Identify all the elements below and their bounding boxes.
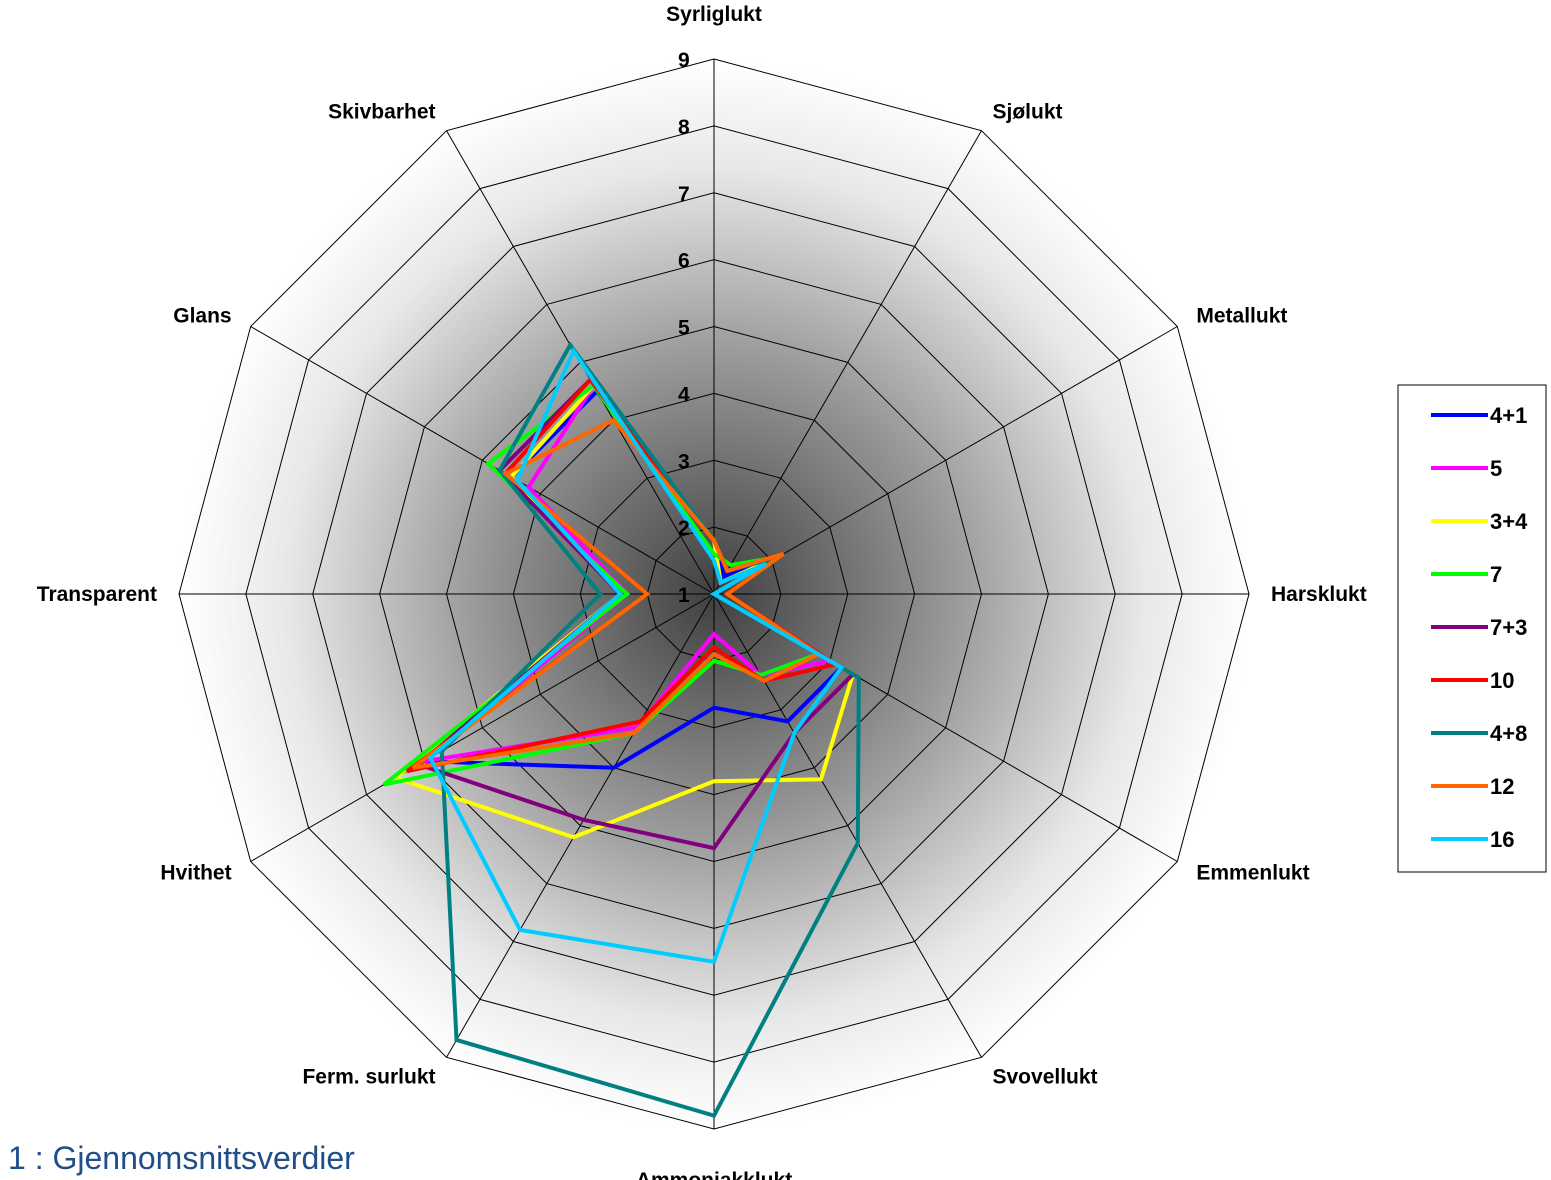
chart-caption: 1 : Gjennomsnittsverdier [8, 1140, 355, 1176]
axis-label-5: Svovellukt [993, 1065, 1098, 1088]
legend-label-3+4: 3+4 [1490, 509, 1528, 534]
tick-label-2: 2 [678, 517, 690, 540]
axis-label-2: Metallukt [1196, 305, 1287, 328]
legend-label-12: 12 [1490, 774, 1514, 799]
legend-label-16: 16 [1490, 827, 1514, 852]
radar-series [382, 341, 861, 1119]
tick-label-9: 9 [678, 49, 690, 72]
axis-label-9: Transparent [37, 583, 157, 606]
legend-label-7+3: 7+3 [1490, 615, 1527, 640]
spoke-1 [713, 130, 982, 595]
axis-label-0: Syrliglukt [666, 3, 762, 26]
axis-label-8: Hvithet [160, 862, 231, 885]
tick-label-8: 8 [678, 116, 690, 139]
tick-label-6: 6 [678, 250, 690, 273]
legend-label-10: 10 [1490, 668, 1514, 693]
legend-label-4+8: 4+8 [1490, 721, 1527, 746]
legend: 4+1 5 3+4 7 7+3 10 4+8 12 16 [1397, 384, 1547, 873]
axis-labels: Syrliglukt Sjølukt Metallukt Harsklukt Emmen… [37, 3, 1367, 1180]
tick-label-3: 3 [678, 450, 690, 473]
legend-label-5: 5 [1490, 456, 1502, 481]
axis-label-4: Emmenlukt [1196, 862, 1309, 885]
spoke-2 [713, 326, 1178, 595]
series-line-12 [411, 417, 823, 770]
legend-label-4+1: 4+1 [1490, 403, 1527, 428]
axis-label-7: Ferm. surlukt [302, 1065, 435, 1088]
series-line-16 [427, 346, 845, 965]
tick-label-1: 1 [678, 584, 690, 607]
spoke-8 [250, 593, 715, 862]
radial-tick-labels: 1 2 3 4 5 6 7 8 9 [678, 49, 690, 607]
tick-label-7: 7 [678, 183, 690, 206]
tick-label-4: 4 [678, 383, 690, 406]
tick-label-5: 5 [678, 317, 690, 340]
axis-label-6: Ammoniakklukt [636, 1169, 792, 1180]
axis-label-3: Harsklukt [1271, 583, 1367, 606]
spoke-7 [446, 593, 715, 1058]
spoke-10 [250, 326, 715, 595]
legend-label-7: 7 [1490, 562, 1502, 587]
axis-label-10: Glans [173, 305, 231, 328]
axis-label-11: Skivbarhet [328, 101, 435, 124]
axis-label-1: Sjølukt [993, 101, 1063, 124]
radar-grid [178, 58, 1250, 1130]
